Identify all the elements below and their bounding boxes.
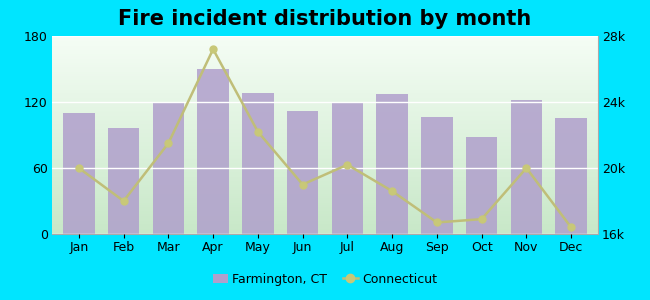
Bar <box>376 94 408 234</box>
Bar <box>287 111 318 234</box>
Legend: Farmington, CT, Connecticut: Farmington, CT, Connecticut <box>207 268 443 291</box>
Bar <box>63 113 94 234</box>
Bar <box>556 118 587 234</box>
Bar <box>511 100 542 234</box>
Text: Fire incident distribution by month: Fire incident distribution by month <box>118 9 532 29</box>
Bar <box>153 102 184 234</box>
Bar <box>108 128 139 234</box>
Bar <box>466 137 497 234</box>
Bar <box>242 93 274 234</box>
Bar <box>198 69 229 234</box>
Bar <box>421 117 452 234</box>
Bar <box>332 102 363 234</box>
